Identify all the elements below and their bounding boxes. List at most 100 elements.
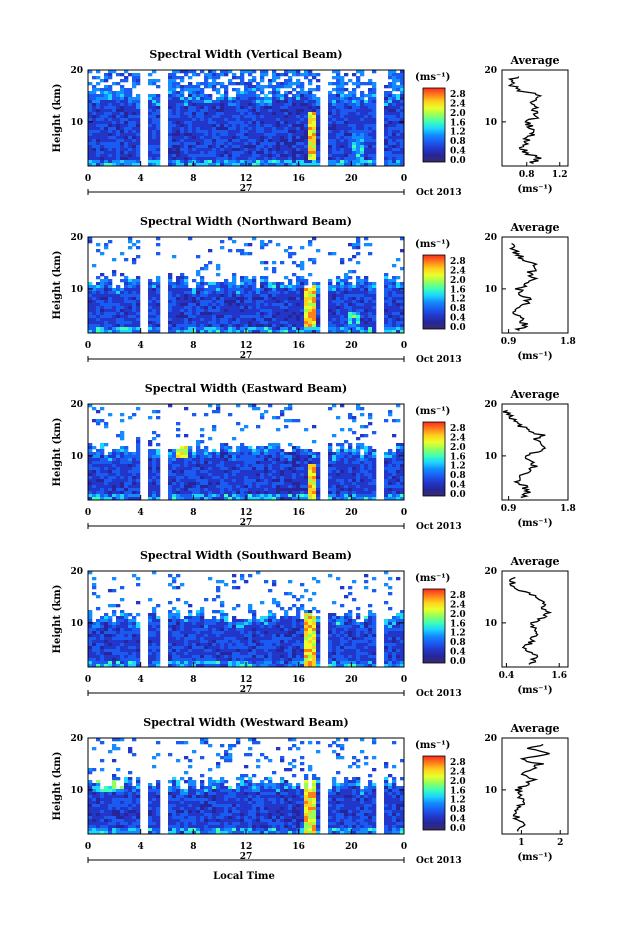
heatmap-cell xyxy=(396,73,400,76)
heatmap-cell xyxy=(188,76,192,79)
heatmap-cell xyxy=(288,306,292,309)
heatmap-cell xyxy=(332,458,336,461)
heatmap-cell xyxy=(240,297,244,300)
heatmap-cell xyxy=(120,470,124,473)
heatmap-cell xyxy=(124,148,128,151)
heatmap-cell xyxy=(348,479,352,482)
heatmap-cell xyxy=(212,428,216,431)
heatmap-cell xyxy=(152,482,156,485)
heatmap-cell xyxy=(348,303,352,306)
heatmap-cell xyxy=(292,139,296,142)
heatmap-cell xyxy=(264,291,268,294)
heatmap-cell xyxy=(96,652,100,655)
heatmap-cell xyxy=(288,97,292,100)
heatmap-cell xyxy=(100,94,104,97)
heatmap-cell xyxy=(132,148,136,151)
heatmap-cell xyxy=(240,476,244,479)
heatmap-cell xyxy=(104,279,108,282)
heatmap-cell xyxy=(272,488,276,491)
heatmap-cell xyxy=(132,258,136,261)
heatmap-cell xyxy=(388,300,392,303)
heatmap-cell xyxy=(132,306,136,309)
heatmap-cell xyxy=(152,130,156,133)
heatmap-cell xyxy=(204,133,208,136)
heatmap-cell xyxy=(268,479,272,482)
heatmap-cell xyxy=(184,494,188,497)
heatmap-cell xyxy=(292,103,296,106)
heatmap-cell xyxy=(136,133,140,136)
heatmap-cell xyxy=(236,100,240,103)
heatmap-cell xyxy=(272,154,276,157)
heatmap-cell xyxy=(264,482,268,485)
heatmap-cell xyxy=(364,482,368,485)
heatmap-cell xyxy=(116,73,120,76)
heatmap-cell xyxy=(104,118,108,121)
heatmap-cell xyxy=(108,279,112,282)
heatmap-cell xyxy=(128,285,132,288)
heatmap-cell xyxy=(88,133,92,136)
heatmap-cell xyxy=(352,130,356,133)
heatmap-cell xyxy=(232,240,236,243)
heatmap-cell xyxy=(184,136,188,139)
heatmap-cell xyxy=(100,452,104,455)
heatmap-cell xyxy=(236,124,240,127)
heatmap-cell xyxy=(132,291,136,294)
heatmap-cell xyxy=(248,145,252,148)
heatmap-cell xyxy=(396,97,400,100)
heatmap-cell xyxy=(332,121,336,124)
heatmap-cell xyxy=(332,315,336,318)
heatmap-cell xyxy=(384,324,388,327)
heatmap-cell xyxy=(292,455,296,458)
heatmap-cell xyxy=(88,625,92,628)
heatmap-cell xyxy=(128,470,132,473)
heatmap-cell xyxy=(272,306,276,309)
heatmap-cell xyxy=(248,446,252,449)
heatmap-cell xyxy=(100,294,104,297)
heatmap-cell xyxy=(260,148,264,151)
heatmap-cell xyxy=(200,88,204,91)
heatmap-cell xyxy=(276,154,280,157)
heatmap-cell xyxy=(132,324,136,327)
heatmap-cell xyxy=(196,103,200,106)
heatmap-cell xyxy=(176,485,180,488)
heatmap-cell xyxy=(108,100,112,103)
heatmap-cell xyxy=(132,243,136,246)
heatmap-cell xyxy=(268,118,272,121)
heatmap-cell xyxy=(312,470,316,473)
heatmap-cell xyxy=(332,124,336,127)
heatmap-cell xyxy=(176,482,180,485)
heatmap-cell xyxy=(388,157,392,160)
heatmap-cell xyxy=(356,303,360,306)
heatmap-cell xyxy=(252,142,256,145)
heatmap-cell xyxy=(96,327,100,330)
heatmap-cell xyxy=(268,91,272,94)
heatmap-cell xyxy=(264,136,268,139)
heatmap-cell xyxy=(272,124,276,127)
heatmap-cell xyxy=(392,73,396,76)
heatmap-cell xyxy=(88,148,92,151)
heatmap-cell xyxy=(148,476,152,479)
heatmap-cell xyxy=(152,315,156,318)
heatmap-cell xyxy=(216,410,220,413)
heatmap-cell xyxy=(208,306,212,309)
heatmap-cell xyxy=(280,103,284,106)
heatmap-cell xyxy=(228,97,232,100)
heatmap-cell xyxy=(200,94,204,97)
heatmap-cell xyxy=(304,473,308,476)
heatmap-cell xyxy=(100,285,104,288)
heatmap-cell xyxy=(156,318,160,321)
heatmap-cell xyxy=(316,103,320,106)
heatmap-cell xyxy=(180,112,184,115)
heatmap-cell xyxy=(220,303,224,306)
heatmap-cell xyxy=(108,300,112,303)
heatmap-cell xyxy=(368,282,372,285)
heatmap-cell xyxy=(180,470,184,473)
heatmap-cell xyxy=(372,106,376,109)
heatmap-cell xyxy=(312,485,316,488)
heatmap-cell xyxy=(128,282,132,285)
heatmap-cell xyxy=(388,413,392,416)
heatmap-cell xyxy=(96,422,100,425)
heatmap-cell xyxy=(176,94,180,97)
heatmap-cell xyxy=(120,124,124,127)
heatmap-cell xyxy=(220,82,224,85)
